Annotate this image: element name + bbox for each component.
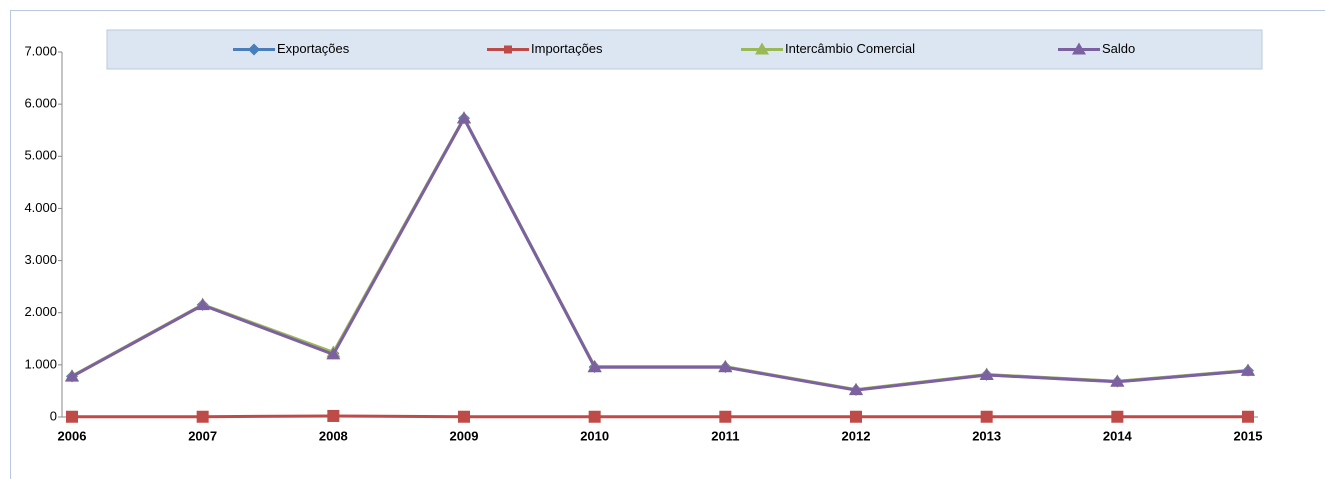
legend-label: Exportações xyxy=(277,41,350,56)
marker xyxy=(979,368,994,381)
marker xyxy=(1241,363,1255,376)
legend-label: Importações xyxy=(531,41,603,56)
marker xyxy=(719,410,732,423)
x-tick-label: 2008 xyxy=(319,428,348,443)
marker xyxy=(195,298,210,311)
x-tick-label: 2006 xyxy=(58,428,87,443)
x-tick-label: 2011 xyxy=(711,428,739,443)
series-line xyxy=(71,115,1249,392)
y-tick-label: 2.000 xyxy=(24,304,57,319)
y-tick-label: 0 xyxy=(50,408,57,423)
series-line xyxy=(72,414,1248,419)
marker xyxy=(65,369,79,382)
marker xyxy=(849,383,863,396)
y-tick-label: 4.000 xyxy=(24,200,57,215)
marker xyxy=(587,360,602,373)
marker xyxy=(588,410,601,423)
x-tick-label: 2007 xyxy=(188,428,217,443)
y-tick-label: 1.000 xyxy=(24,356,57,371)
x-tick-label: 2010 xyxy=(580,428,609,443)
x-tick-label: 2013 xyxy=(972,428,1001,443)
x-tick-label: 2015 xyxy=(1234,428,1263,443)
marker xyxy=(458,410,470,423)
marker xyxy=(196,410,209,423)
legend-marker xyxy=(248,43,260,56)
x-tick-label: 2012 xyxy=(842,428,871,443)
marker xyxy=(1110,374,1125,387)
legend-marker xyxy=(755,42,769,55)
marker xyxy=(326,347,341,360)
marker xyxy=(850,410,862,423)
series-line xyxy=(71,114,1249,392)
series-line xyxy=(71,115,1249,392)
legend-marker xyxy=(504,45,512,54)
x-tick-label: 2009 xyxy=(450,428,479,443)
y-tick-label: 6.000 xyxy=(24,96,57,111)
marker xyxy=(457,111,471,124)
marker xyxy=(980,410,993,423)
legend-marker xyxy=(1072,42,1086,55)
y-tick-label: 3.000 xyxy=(24,252,57,267)
marker xyxy=(66,410,78,423)
marker xyxy=(327,409,340,422)
legend-label: Intercâmbio Comercial xyxy=(785,41,915,56)
marker xyxy=(1111,410,1124,423)
marker xyxy=(718,360,733,373)
marker xyxy=(1242,410,1254,423)
y-tick-label: 7.000 xyxy=(24,43,57,58)
x-tick-label: 2014 xyxy=(1103,428,1133,443)
legend-label: Saldo xyxy=(1102,41,1135,56)
y-tick-label: 5.000 xyxy=(24,148,57,163)
